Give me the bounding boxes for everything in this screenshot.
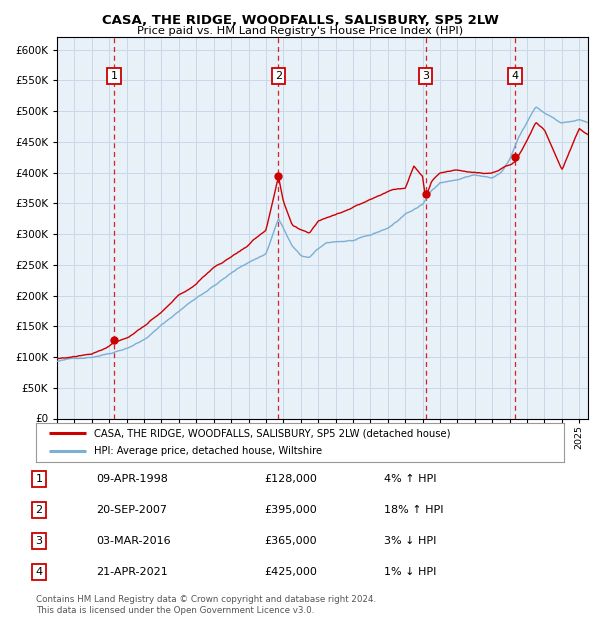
Text: 1: 1	[35, 474, 43, 484]
Text: CASA, THE RIDGE, WOODFALLS, SALISBURY, SP5 2LW (detached house): CASA, THE RIDGE, WOODFALLS, SALISBURY, S…	[94, 428, 451, 438]
Text: HPI: Average price, detached house, Wiltshire: HPI: Average price, detached house, Wilt…	[94, 446, 322, 456]
Text: 4: 4	[35, 567, 43, 577]
Text: 2: 2	[275, 71, 282, 81]
Text: 2: 2	[35, 505, 43, 515]
Text: 09-APR-1998: 09-APR-1998	[96, 474, 168, 484]
Text: 3: 3	[422, 71, 429, 81]
Text: Price paid vs. HM Land Registry's House Price Index (HPI): Price paid vs. HM Land Registry's House …	[137, 26, 463, 36]
Text: £128,000: £128,000	[264, 474, 317, 484]
Text: 1: 1	[110, 71, 118, 81]
Text: £365,000: £365,000	[264, 536, 317, 546]
Text: £425,000: £425,000	[264, 567, 317, 577]
Text: 1% ↓ HPI: 1% ↓ HPI	[384, 567, 436, 577]
Text: 3: 3	[35, 536, 43, 546]
Text: 03-MAR-2016: 03-MAR-2016	[96, 536, 170, 546]
Text: CASA, THE RIDGE, WOODFALLS, SALISBURY, SP5 2LW: CASA, THE RIDGE, WOODFALLS, SALISBURY, S…	[101, 14, 499, 27]
Text: Contains HM Land Registry data © Crown copyright and database right 2024.: Contains HM Land Registry data © Crown c…	[36, 595, 376, 604]
Text: This data is licensed under the Open Government Licence v3.0.: This data is licensed under the Open Gov…	[36, 606, 314, 616]
Text: 20-SEP-2007: 20-SEP-2007	[96, 505, 167, 515]
Text: 4% ↑ HPI: 4% ↑ HPI	[384, 474, 437, 484]
Text: 21-APR-2021: 21-APR-2021	[96, 567, 168, 577]
Text: £395,000: £395,000	[264, 505, 317, 515]
Text: 4: 4	[511, 71, 518, 81]
Text: 3% ↓ HPI: 3% ↓ HPI	[384, 536, 436, 546]
Text: 18% ↑ HPI: 18% ↑ HPI	[384, 505, 443, 515]
